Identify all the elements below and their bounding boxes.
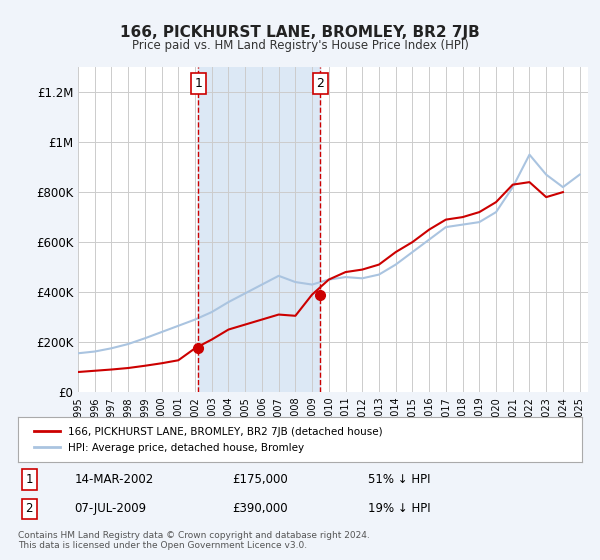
Text: £390,000: £390,000 [232,502,288,515]
Bar [199,67,320,392]
Text: 07-JUL-2009: 07-JUL-2009 [74,502,146,515]
Text: £175,000: £175,000 [232,473,288,486]
Text: 1: 1 [194,77,202,90]
Text: 166, PICKHURST LANE, BROMLEY, BR2 7JB: 166, PICKHURST LANE, BROMLEY, BR2 7JB [120,25,480,40]
Text: 51% ↓ HPI: 51% ↓ HPI [368,473,430,486]
Text: Contains HM Land Registry data © Crown copyright and database right 2024.
This d: Contains HM Land Registry data © Crown c… [18,531,370,550]
Text: 19% ↓ HPI: 19% ↓ HPI [368,502,430,515]
Text: 14-MAR-2002: 14-MAR-2002 [74,473,154,486]
Text: 2: 2 [26,502,33,515]
Legend: 166, PICKHURST LANE, BROMLEY, BR2 7JB (detached house), HPI: Average price, deta: 166, PICKHURST LANE, BROMLEY, BR2 7JB (d… [29,421,388,458]
Text: Price paid vs. HM Land Registry's House Price Index (HPI): Price paid vs. HM Land Registry's House … [131,39,469,52]
Text: 1: 1 [26,473,33,486]
Text: 2: 2 [317,77,325,90]
